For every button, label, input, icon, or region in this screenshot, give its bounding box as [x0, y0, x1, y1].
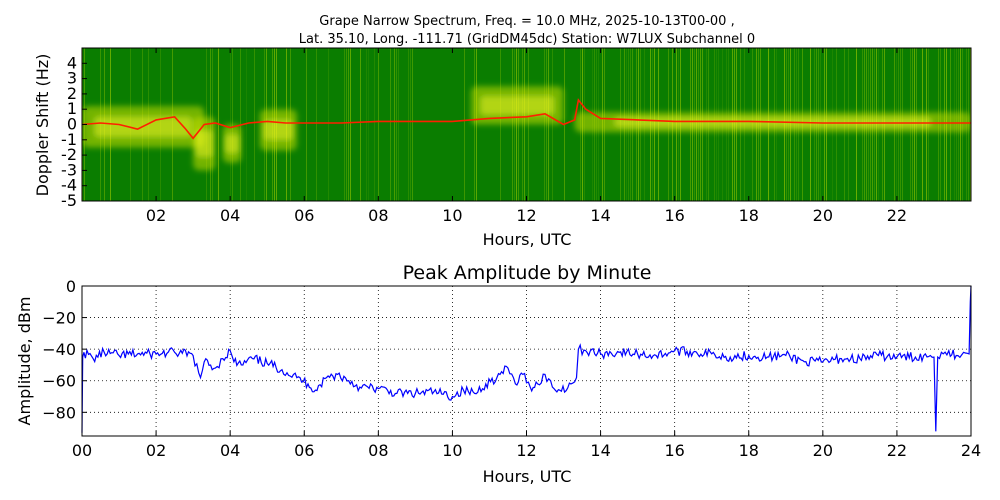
spectrogram-x-tick-label: 18 — [739, 206, 759, 225]
spectrogram-texture-stripe — [394, 48, 395, 201]
spectrogram-plot-area — [82, 48, 971, 201]
amplitude-x-tick-label: 04 — [220, 441, 240, 460]
amplitude-x-tick-label: 16 — [664, 441, 684, 460]
spectrogram-x-tick-label: 10 — [442, 206, 462, 225]
spectrogram-bright-core — [195, 130, 214, 158]
spectrogram-texture-stripe — [328, 48, 329, 201]
spectrogram-bright-core — [263, 119, 294, 141]
spectrogram-bright-core — [224, 134, 240, 154]
amplitude-x-ticks: 00 02 04 06 08 10 12 14 16 18 20 22 24 — [72, 431, 981, 460]
spectrogram-texture-stripe — [360, 48, 361, 201]
spectrogram-texture-stripe — [474, 48, 475, 201]
spectrogram-texture-stripe — [476, 48, 477, 201]
spectrogram-texture-stripe — [368, 48, 369, 201]
amplitude-y-tick-label: 0 — [66, 277, 76, 296]
spectrogram-y-axis-label: Doppler Shift (Hz) — [33, 54, 52, 197]
spectrogram-texture-stripe — [378, 48, 379, 201]
amplitude-y-axis-label: Amplitude, dBm — [15, 297, 34, 426]
spectrogram-y-tick-label: -2 — [61, 145, 77, 164]
spectrogram-y-tick-label: 2 — [67, 84, 77, 103]
spectrogram-y-tick-label: 3 — [67, 69, 77, 88]
doppler-peak-trace — [82, 98, 971, 140]
spectrogram-texture-stripe — [412, 48, 413, 201]
spectrogram-texture-stripe — [346, 48, 347, 201]
amplitude-x-tick-label: 00 — [72, 441, 92, 460]
spectrogram-x-tick-label: 12 — [516, 206, 536, 225]
amplitude-y-tick-label: −20 — [42, 309, 76, 328]
spectrum-title-line2: Lat. 35.10, Long. -111.71 (GridDM45dc) S… — [299, 32, 755, 47]
spectrogram-texture-stripe — [348, 48, 349, 201]
spectrogram-texture-stripe — [306, 48, 307, 201]
amplitude-x-tick-label: 12 — [516, 441, 536, 460]
spectrogram-y-tick-label: 0 — [67, 115, 77, 134]
spectrogram-y-tick-label: 1 — [67, 99, 77, 118]
spectrogram-x-tick-label: 16 — [664, 206, 684, 225]
spectrogram-x-tick-label: 02 — [146, 206, 166, 225]
amplitude-grid — [82, 286, 971, 436]
spectrogram-x-tick-label: 22 — [887, 206, 907, 225]
spectrogram-texture-stripe — [410, 48, 411, 201]
amplitude-x-tick-label: 22 — [887, 441, 907, 460]
spectrogram-x-axis-label: Hours, UTC — [483, 230, 572, 249]
amplitude-x-tick-label: 06 — [294, 441, 314, 460]
spectrogram-x-tick-label: 20 — [813, 206, 833, 225]
amplitude-x-tick-label: 08 — [368, 441, 388, 460]
amplitude-series-line — [81, 285, 972, 433]
spectrogram-texture-stripe — [254, 48, 255, 201]
amplitude-y-tick-label: −60 — [42, 372, 76, 391]
spectrogram-texture-stripe — [390, 48, 391, 201]
amplitude-x-tick-label: 14 — [590, 441, 610, 460]
spectrogram-texture-stripe — [398, 48, 399, 201]
amplitude-y-ticks: 0 −20 −40 −60 −80 — [42, 277, 87, 422]
spectrogram-texture-stripe — [366, 48, 367, 201]
amplitude-x-tick-label: 10 — [442, 441, 462, 460]
spectrogram-x-tick-label: 04 — [220, 206, 240, 225]
amplitude-y-tick-label: −40 — [42, 340, 76, 359]
spectrogram-texture-stripe — [374, 48, 375, 201]
spectrum-title-line1: Grape Narrow Spectrum, Freq. = 10.0 MHz,… — [319, 14, 734, 29]
spectrogram-y-tick-label: -5 — [61, 191, 77, 210]
amplitude-x-tick-label: 24 — [961, 441, 981, 460]
spectrogram-texture-stripe — [350, 48, 351, 201]
spectrogram-y-tick-label: -3 — [61, 160, 77, 179]
spectrogram-x-tick-label: 06 — [294, 206, 314, 225]
amplitude-y-tick-label: −80 — [42, 403, 76, 422]
spectrogram-y-tick-label: -1 — [61, 130, 77, 149]
spectrogram-x-tick-label: 08 — [368, 206, 388, 225]
spectrogram-texture-stripe — [396, 48, 397, 201]
amplitude-x-axis-label: Hours, UTC — [483, 467, 572, 486]
amplitude-title: Peak Amplitude by Minute — [403, 262, 652, 284]
spectrogram-y-tick-label: 4 — [67, 53, 77, 72]
amplitude-x-tick-label: 20 — [813, 441, 833, 460]
spectrogram-texture-stripe — [408, 48, 409, 201]
spectrogram-texture-stripe — [464, 48, 465, 201]
amplitude-x-tick-label: 02 — [146, 441, 166, 460]
spectrogram-texture-stripe — [344, 48, 345, 201]
spectrogram-texture-stripe — [316, 48, 317, 201]
spectrogram-y-tick-label: -4 — [61, 176, 77, 195]
amplitude-x-tick-label: 18 — [739, 441, 759, 460]
spectrogram-x-ticks: 02 04 06 08 10 12 14 16 18 20 22 — [146, 48, 907, 225]
spectrogram-texture-stripe — [246, 48, 247, 201]
spectrogram-bright-core — [480, 95, 555, 115]
spectrogram-x-tick-label: 14 — [590, 206, 610, 225]
